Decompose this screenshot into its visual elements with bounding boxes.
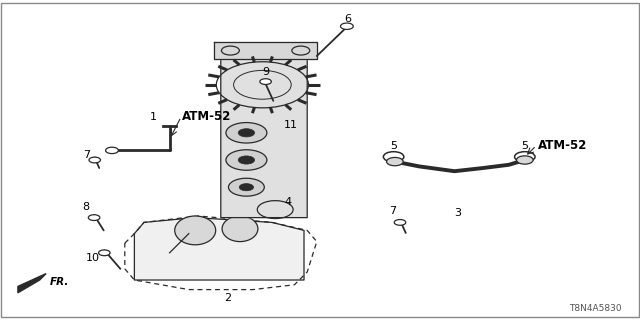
Text: 2: 2 [223,292,231,303]
Circle shape [238,129,255,137]
Ellipse shape [175,216,216,245]
Circle shape [387,157,403,166]
Circle shape [516,156,533,164]
Circle shape [228,178,264,196]
Circle shape [340,23,353,29]
Text: 5: 5 [522,140,528,151]
Circle shape [89,157,100,163]
Text: 4: 4 [284,196,292,207]
Text: 9: 9 [262,67,269,77]
Circle shape [88,215,100,220]
Circle shape [260,79,271,84]
Text: T8N4A5830: T8N4A5830 [570,304,622,313]
Text: 5: 5 [390,140,397,151]
Text: 7: 7 [83,150,90,160]
Polygon shape [221,48,307,218]
Text: 11: 11 [284,120,298,130]
Circle shape [106,147,118,154]
Circle shape [99,250,110,256]
Circle shape [383,152,404,162]
Text: 7: 7 [389,206,397,216]
Text: FR.: FR. [50,277,69,287]
Text: ATM-52: ATM-52 [182,110,232,123]
Circle shape [515,152,535,162]
Circle shape [226,123,267,143]
Polygon shape [18,274,46,293]
Text: ATM-52: ATM-52 [538,139,587,152]
Text: 3: 3 [454,208,461,218]
Circle shape [394,220,406,225]
Text: 1: 1 [150,112,157,122]
Text: 10: 10 [86,252,100,263]
Circle shape [238,156,255,164]
Text: 8: 8 [82,202,90,212]
Circle shape [226,150,267,170]
Polygon shape [134,218,304,280]
Text: 6: 6 [344,13,351,24]
Circle shape [239,184,253,191]
Ellipse shape [222,216,258,242]
Polygon shape [214,42,317,59]
